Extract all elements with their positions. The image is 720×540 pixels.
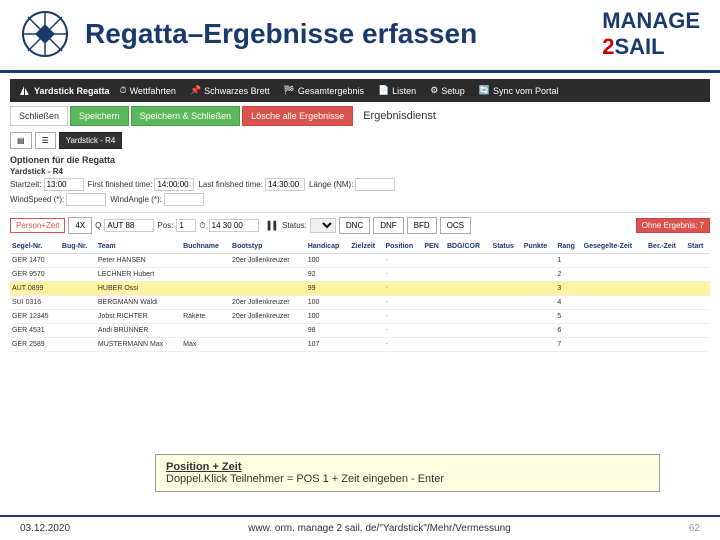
col-header[interactable]: Status — [491, 240, 522, 254]
col-header[interactable]: Gesegelte-Zeit — [582, 240, 646, 254]
first-label: First finished time: — [88, 180, 153, 189]
col-header[interactable]: Position — [383, 240, 422, 254]
windangle-label: WindAngle (*): — [110, 195, 162, 204]
col-header[interactable]: PEN — [422, 240, 445, 254]
lange-label: Länge (NM): — [309, 180, 353, 189]
tab-close[interactable]: Schließen — [10, 106, 68, 126]
table-row[interactable]: SUI 0316BERGMANN Waldi20er Jollenkreuzer… — [10, 296, 710, 310]
first-input[interactable] — [154, 178, 194, 191]
nav-listen[interactable]: 📄 Listen — [374, 83, 420, 98]
page-title: Regatta–Ergebnisse erfassen — [85, 18, 602, 50]
table-row[interactable]: GER 12345Jobst RICHTERRakete20er Jollenk… — [10, 310, 710, 324]
btn-bfd[interactable]: BFD — [407, 217, 437, 234]
dsv-logo — [20, 9, 70, 59]
search-label: Q — [95, 221, 101, 230]
btn-ocs[interactable]: OCS — [440, 217, 471, 234]
tab-delete-all[interactable]: Lösche alle Ergebnisse — [242, 106, 353, 126]
nav-brett[interactable]: 📌 Schwarzes Brett — [186, 83, 274, 98]
tab-service-label: Ergebnisdienst — [355, 106, 444, 126]
status-label: Status: — [282, 221, 307, 230]
col-header[interactable]: Start — [685, 240, 710, 254]
col-header[interactable]: Bug-Nr. — [60, 240, 96, 254]
footer-date: 03.12.2020 — [20, 523, 70, 534]
nav-wettfahrten[interactable]: ⏱ Wettfahrten — [116, 83, 180, 98]
table-row[interactable]: AUT 0899HUBER Ossi99-3 — [10, 282, 710, 296]
callout-title: Position + Zeit — [166, 461, 649, 473]
time-input[interactable] — [209, 219, 259, 232]
startzeit-label: Startzeit: — [10, 180, 42, 189]
windangle-input[interactable] — [164, 193, 204, 206]
col-header[interactable]: Team — [96, 240, 181, 254]
callout-text: Doppel.Klick Teilnehmer = POS 1 + Zeit e… — [166, 473, 649, 485]
time-icon: ⏱ — [199, 221, 205, 231]
m2s-logo: MANAGE2SAIL — [602, 8, 700, 60]
tab-save-close[interactable]: Speichern & Schließen — [131, 106, 241, 126]
col-header[interactable]: Ber.-Zeit — [646, 240, 685, 254]
collapse-button[interactable]: ▤ — [10, 132, 32, 149]
tab-save[interactable]: Speichern — [70, 106, 129, 126]
nav-gesamt[interactable]: 🏁 Gesamtergebnis — [280, 83, 368, 98]
navbar-brand[interactable]: Yardstick Regatta — [18, 85, 110, 97]
col-header[interactable]: BDG/COR — [445, 240, 491, 254]
pos-input[interactable] — [176, 219, 196, 232]
callout-box: Position + Zeit Doppel.Klick Teilnehmer … — [155, 454, 660, 492]
table-row[interactable]: GER 1470Peter HANSEN20er Jollenkreuzer10… — [10, 254, 710, 268]
race-select[interactable]: Yardstick - R4 — [59, 132, 123, 149]
search-input[interactable] — [104, 219, 154, 232]
col-header[interactable]: Bootstyp — [230, 240, 306, 254]
status-select[interactable] — [310, 218, 336, 233]
last-label: Last finished time: — [198, 180, 262, 189]
last-input[interactable] — [265, 178, 305, 191]
footer-page: 62 — [689, 523, 700, 534]
table-row[interactable]: GER 2589MUSTERMANN MaxMax107-7 — [10, 338, 710, 352]
class-label: Yardstick - R4 — [10, 167, 710, 176]
col-header[interactable]: Handicap — [306, 240, 350, 254]
col-header[interactable]: Rang — [555, 240, 581, 254]
windspeed-label: WindSpeed (*): — [10, 195, 64, 204]
nav-sync[interactable]: 🔄 Sync vom Portal — [475, 83, 563, 98]
btn-dnf[interactable]: DNF — [373, 217, 403, 234]
options-title: Optionen für die Regatta — [10, 155, 710, 165]
col-header[interactable]: Zielzeit — [349, 240, 383, 254]
btn-dnc[interactable]: DNC — [339, 217, 370, 234]
windspeed-input[interactable] — [66, 193, 106, 206]
col-header[interactable]: Segel-Nr. — [10, 240, 60, 254]
sail-icon — [18, 85, 30, 97]
footer-url: www. orm. manage 2 sail. de/"Yardstick"/… — [70, 523, 689, 534]
col-header[interactable]: Punkte — [522, 240, 556, 254]
mode-4x[interactable]: 4X — [68, 217, 92, 234]
no-result-button[interactable]: Ohne Ergebnis: 7 — [636, 218, 710, 233]
results-table: Segel-Nr.Bug-Nr.TeamBuchnameBootstypHand… — [10, 240, 710, 352]
mode-person-zeit[interactable]: Person+Zeit — [10, 218, 65, 233]
table-row[interactable]: GER 9570LECHNER Hubert92-2 — [10, 268, 710, 282]
col-header[interactable]: Buchname — [181, 240, 230, 254]
navbar: Yardstick Regatta ⏱ Wettfahrten 📌 Schwar… — [10, 79, 710, 102]
table-row[interactable]: GER 4531Andi BRUNNER98-6 — [10, 324, 710, 338]
view-button[interactable]: ☰ — [35, 132, 56, 149]
startzeit-input[interactable] — [44, 178, 84, 191]
lange-input[interactable] — [355, 178, 395, 191]
pos-label: Pos: — [157, 221, 173, 230]
nav-setup[interactable]: ⚙ Setup — [426, 83, 469, 98]
